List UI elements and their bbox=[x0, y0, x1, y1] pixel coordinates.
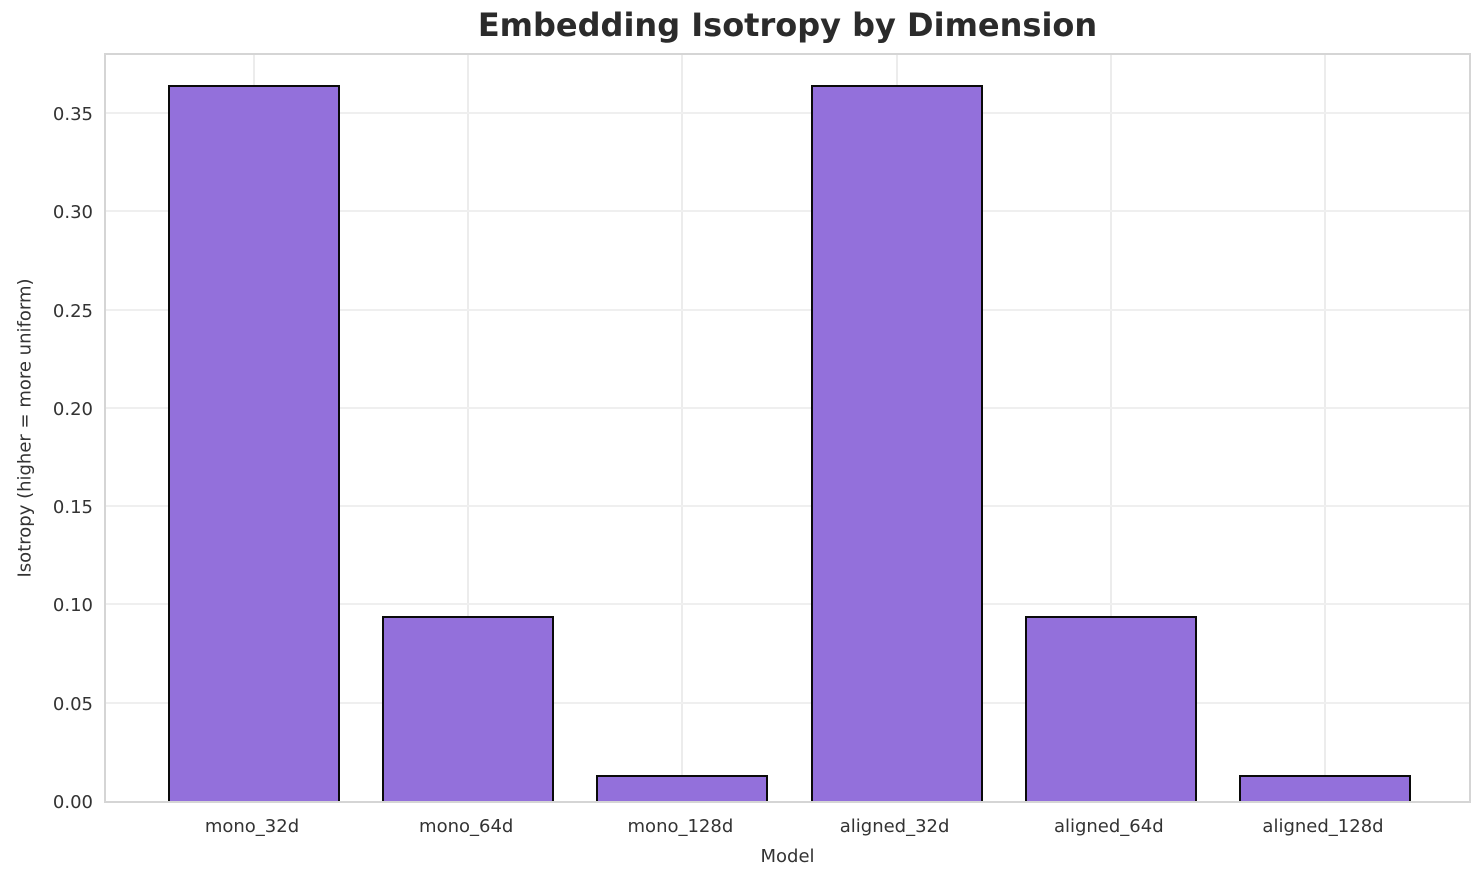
horizontal-gridline bbox=[106, 308, 1469, 311]
xtick-label-aligned_128d: aligned_128d bbox=[1262, 816, 1384, 837]
horizontal-gridline bbox=[106, 406, 1469, 409]
ytick-label: 0.30 bbox=[52, 202, 93, 224]
horizontal-gridline bbox=[106, 701, 1469, 704]
ytick-label: 0.35 bbox=[52, 103, 93, 125]
ytick-label: 0.00 bbox=[52, 792, 93, 813]
vertical-gridline bbox=[467, 55, 470, 801]
vertical-gridline bbox=[681, 55, 684, 801]
ytick-label: 0.20 bbox=[52, 398, 93, 420]
horizontal-gridline bbox=[106, 603, 1469, 606]
xtick-label-mono_64d: mono_64d bbox=[419, 816, 514, 837]
chart-title: Embedding Isotropy by Dimension bbox=[477, 6, 1098, 44]
bar-mono_128d bbox=[596, 775, 769, 801]
xtick-label-aligned_64d: aligned_64d bbox=[1053, 816, 1164, 837]
xtick-label-aligned_32d: aligned_32d bbox=[839, 816, 950, 837]
xtick-label-mono_128d: mono_128d bbox=[627, 816, 734, 837]
x-axis-label: Model bbox=[760, 846, 815, 867]
horizontal-gridline bbox=[106, 210, 1469, 213]
bar-aligned_128d bbox=[1239, 775, 1411, 801]
vertical-gridline bbox=[1109, 55, 1112, 801]
bar-mono_32d bbox=[168, 85, 340, 801]
ytick-label: 0.15 bbox=[52, 497, 93, 519]
bar-aligned_64d bbox=[1024, 616, 1197, 801]
plot-area bbox=[104, 53, 1471, 803]
bar-mono_64d bbox=[382, 616, 555, 801]
y-axis-label: Isotropy (higher = more uniform) bbox=[14, 278, 36, 578]
ytick-label: 0.05 bbox=[52, 693, 93, 715]
horizontal-gridline bbox=[106, 505, 1469, 508]
vertical-gridline bbox=[1324, 55, 1326, 801]
xtick-label-mono_32d: mono_32d bbox=[204, 816, 300, 837]
ytick-label: 0.10 bbox=[52, 595, 93, 617]
horizontal-gridline bbox=[106, 111, 1469, 114]
ytick-label: 0.25 bbox=[52, 300, 93, 322]
bar-aligned_32d bbox=[810, 85, 983, 801]
